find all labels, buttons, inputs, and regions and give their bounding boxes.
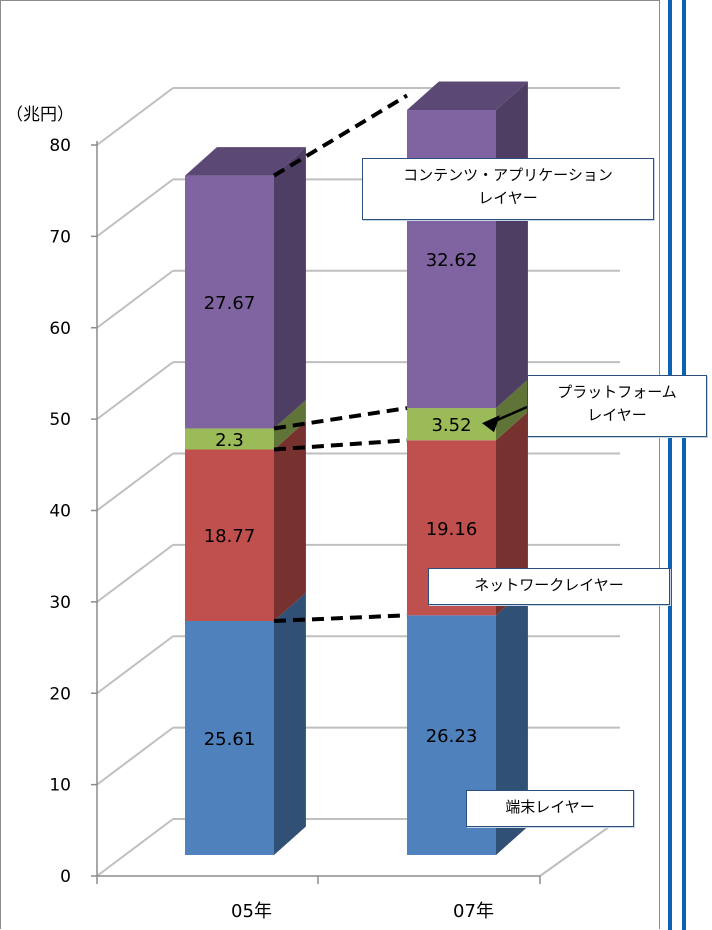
- data-label: 3.52: [431, 415, 471, 436]
- y-tick-label: 10: [49, 776, 71, 796]
- gridline-depth: [96, 269, 174, 329]
- y-tick-label: 30: [49, 593, 71, 613]
- bar-segment: 3.52: [407, 379, 528, 441]
- data-label: 2.3: [215, 430, 244, 451]
- bar-segment: 2.3: [185, 399, 306, 451]
- gridline-depth: [96, 178, 174, 238]
- gridline-depth: [96, 87, 174, 146]
- bar-side: [274, 420, 306, 621]
- bar-segment: 27.67: [185, 147, 306, 429]
- callout-terminal-layer: 端末レイヤー: [466, 790, 634, 827]
- bar-front: [185, 449, 274, 621]
- y-tick-label: 60: [49, 319, 71, 339]
- callout-platform-layer: プラットフォーム レイヤー: [527, 375, 707, 437]
- connector-line: [273, 613, 408, 623]
- connector-line: [272, 93, 409, 178]
- floor-right-edge: [539, 818, 621, 877]
- bar-front: [407, 408, 496, 441]
- bar-front: [185, 428, 274, 450]
- bar-side: [274, 592, 306, 855]
- bar-front: [185, 175, 274, 429]
- bar-side: [274, 399, 306, 450]
- callout-contents-layer: コンテンツ・アプリケーション レイヤー: [362, 158, 654, 220]
- bar-top: [407, 81, 528, 111]
- bar-segment: 25.61: [185, 592, 306, 855]
- divider-line-2: [682, 0, 686, 930]
- data-label: 19.16: [426, 519, 478, 540]
- bar-side: [496, 411, 528, 616]
- y-tick-label: 50: [49, 410, 71, 430]
- divider-line-1: [668, 0, 672, 930]
- bar-side: [496, 81, 528, 409]
- bar-segment: 32.62: [407, 81, 528, 409]
- data-label: 26.23: [426, 726, 478, 747]
- data-label: 18.77: [204, 526, 256, 547]
- bar-side: [496, 379, 528, 441]
- x-category-label: 05年: [231, 901, 272, 922]
- gridline-depth: [96, 818, 174, 877]
- gridline-depth: [96, 452, 174, 512]
- data-label: 27.67: [204, 293, 256, 314]
- gridline-depth: [96, 361, 174, 420]
- gridline-depth: [96, 635, 174, 695]
- gridline-depth: [96, 726, 174, 786]
- bar-segment: 18.77: [185, 420, 306, 621]
- bar-side: [274, 147, 306, 429]
- y-tick-label: 0: [60, 867, 71, 887]
- connector-line: [273, 406, 408, 431]
- y-tick-label: 40: [49, 502, 71, 522]
- gridline-depth: [96, 544, 174, 603]
- y-tick-label: 80: [49, 136, 71, 156]
- bar-side: [496, 586, 528, 855]
- callout-arrowhead: [482, 415, 500, 433]
- bar-front: [185, 620, 274, 855]
- bar-top: [185, 147, 306, 176]
- data-label: 25.61: [204, 729, 256, 750]
- y-tick-label: 20: [49, 684, 71, 704]
- callout-network-layer: ネットワークレイヤー: [428, 568, 670, 605]
- connector-line: [273, 438, 408, 452]
- chart-frame: [0, 0, 660, 929]
- data-label: 32.62: [426, 250, 478, 271]
- y-axis-unit-label: （兆円）: [6, 105, 74, 125]
- y-tick-label: 70: [49, 227, 71, 247]
- x-category-label: 07年: [453, 901, 494, 922]
